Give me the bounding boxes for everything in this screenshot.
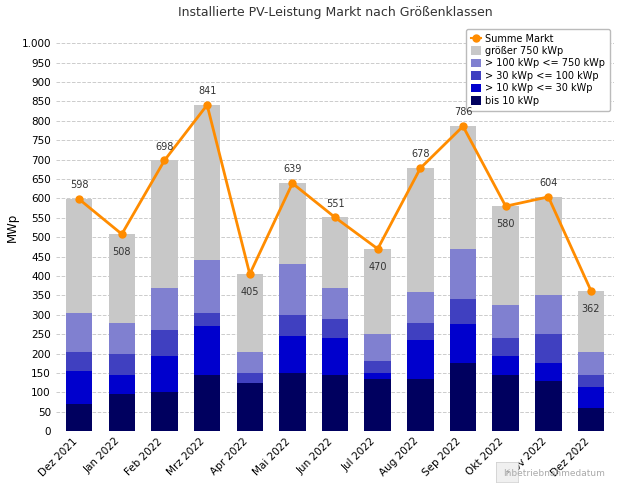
Bar — [535, 197, 562, 295]
Title: Installierte PV-Leistung Markt nach Größenklassen: Installierte PV-Leistung Markt nach Größ… — [178, 5, 492, 18]
Bar — [492, 206, 519, 305]
Bar — [365, 373, 391, 379]
Bar — [194, 260, 220, 313]
Bar — [151, 393, 178, 431]
Bar — [237, 383, 263, 431]
Bar — [322, 338, 348, 375]
Bar — [322, 217, 348, 287]
Text: ⚡: ⚡ — [504, 468, 510, 476]
Y-axis label: MWp: MWp — [6, 213, 19, 242]
Bar — [151, 160, 178, 287]
Bar — [151, 330, 178, 356]
Text: 698: 698 — [155, 141, 174, 151]
Bar — [578, 375, 604, 387]
Bar — [66, 371, 92, 404]
Bar — [450, 299, 476, 324]
Bar — [450, 324, 476, 363]
Bar — [151, 287, 178, 330]
Bar — [194, 375, 220, 431]
Bar — [578, 291, 604, 352]
Bar — [365, 362, 391, 373]
Bar — [535, 381, 562, 431]
Text: 580: 580 — [497, 219, 515, 229]
Bar — [492, 356, 519, 375]
Bar — [407, 379, 433, 431]
Bar — [450, 126, 476, 249]
Bar — [450, 363, 476, 431]
Bar — [108, 322, 135, 354]
Bar — [535, 363, 562, 381]
Text: 786: 786 — [454, 107, 472, 118]
Bar — [194, 313, 220, 326]
Bar — [66, 313, 92, 352]
Bar — [322, 375, 348, 431]
Text: 362: 362 — [582, 304, 600, 314]
Bar — [66, 404, 92, 431]
Bar — [237, 274, 263, 352]
Text: 470: 470 — [368, 262, 387, 272]
Text: 604: 604 — [539, 178, 557, 188]
Text: 841: 841 — [198, 86, 216, 96]
Bar — [365, 379, 391, 431]
Bar — [535, 295, 562, 334]
Bar — [108, 394, 135, 431]
Legend: Summe Markt, größer 750 kWp, > 100 kWp <= 750 kWp, > 30 kWp <= 100 kWp, > 10 kWp: Summe Markt, größer 750 kWp, > 100 kWp <… — [466, 29, 609, 111]
Bar — [450, 249, 476, 299]
Text: 598: 598 — [70, 181, 89, 190]
Bar — [279, 373, 306, 431]
Bar — [108, 354, 135, 375]
Bar — [279, 336, 306, 373]
Bar — [108, 234, 135, 322]
Bar — [407, 291, 433, 322]
Bar — [365, 249, 391, 334]
Bar — [578, 408, 604, 431]
Bar — [578, 352, 604, 375]
Bar — [322, 318, 348, 338]
Bar — [492, 375, 519, 431]
Bar — [237, 352, 263, 373]
Bar — [279, 183, 306, 264]
Text: 678: 678 — [411, 149, 430, 159]
Text: 639: 639 — [283, 165, 301, 174]
Bar — [492, 305, 519, 338]
Bar — [407, 168, 433, 291]
Bar — [578, 387, 604, 408]
Text: 551: 551 — [326, 198, 344, 209]
Bar — [237, 373, 263, 383]
Bar — [407, 340, 433, 379]
Bar — [66, 352, 92, 371]
Bar — [108, 375, 135, 394]
Bar — [407, 322, 433, 340]
Text: Inbetriebnahmedatum: Inbetriebnahmedatum — [503, 469, 604, 478]
Bar — [279, 264, 306, 315]
Text: 405: 405 — [241, 287, 259, 297]
Text: 508: 508 — [113, 247, 131, 257]
Bar — [535, 334, 562, 363]
Bar — [279, 315, 306, 336]
Bar — [322, 287, 348, 318]
Bar — [365, 334, 391, 362]
Bar — [151, 356, 178, 393]
Bar — [194, 326, 220, 375]
Bar — [194, 105, 220, 260]
Bar — [492, 338, 519, 356]
Bar — [66, 199, 92, 313]
